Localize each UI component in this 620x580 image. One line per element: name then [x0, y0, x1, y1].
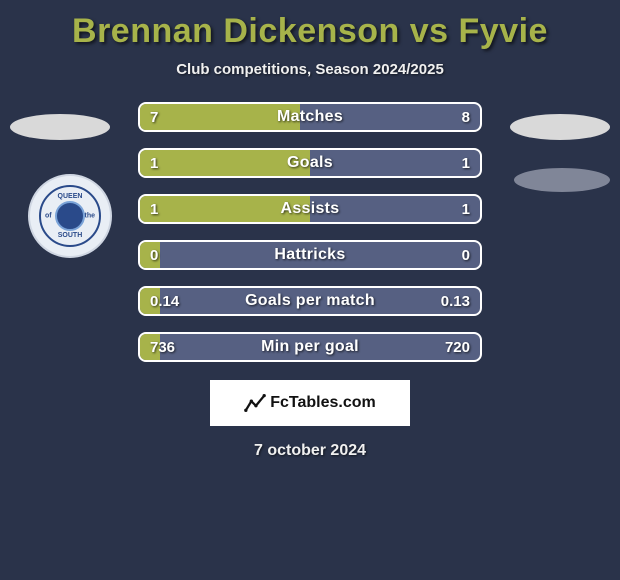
club-badge-ring: QUEEN of the SOUTH [39, 185, 101, 247]
stat-value-right: 8 [462, 104, 470, 130]
page-subtitle: Club competitions, Season 2024/2025 [0, 61, 620, 78]
player1-club-badge: QUEEN of the SOUTH [28, 174, 112, 258]
badge-text-right: the [85, 213, 96, 220]
player2-club-placeholder [514, 168, 610, 192]
stat-value-right: 720 [445, 334, 470, 360]
stat-row: 78Matches [138, 102, 482, 132]
stat-bar-fill [140, 334, 160, 360]
badge-text-bottom: SOUTH [58, 232, 83, 239]
stat-value-right: 0.13 [441, 288, 470, 314]
player1-photo-placeholder [10, 114, 110, 140]
stat-bar-fill [140, 288, 160, 314]
brand-box: FcTables.com [210, 380, 410, 426]
stat-value-right: 0 [462, 242, 470, 268]
stat-bar-fill [140, 104, 300, 130]
comparison-bars: 78Matches 11Goals 11Assists 00Hattricks 0.14… [138, 102, 482, 378]
stat-row: 11Goals [138, 148, 482, 178]
badge-center-icon [55, 201, 85, 231]
stat-label: Min per goal [140, 334, 480, 360]
stat-row: 0.140.13Goals per match [138, 286, 482, 316]
brand-chart-icon [244, 392, 266, 414]
stat-row: 00Hattricks [138, 240, 482, 270]
stat-bar-fill [140, 242, 160, 268]
player2-photo-placeholder [510, 114, 610, 140]
brand-text: FcTables.com [270, 394, 376, 412]
footer-date: 7 october 2024 [0, 442, 620, 460]
badge-text-top: QUEEN [58, 193, 83, 200]
stat-label: Goals per match [140, 288, 480, 314]
stat-label: Hattricks [140, 242, 480, 268]
stat-row: 11Assists [138, 194, 482, 224]
stat-value-right: 1 [462, 150, 470, 176]
stat-row: 736720Min per goal [138, 332, 482, 362]
page-title: Brennan Dickenson vs Fyvie [0, 0, 620, 51]
stat-bar-fill [140, 150, 310, 176]
stat-bar-fill [140, 196, 310, 222]
badge-text-left: of [45, 213, 52, 220]
stat-value-right: 1 [462, 196, 470, 222]
